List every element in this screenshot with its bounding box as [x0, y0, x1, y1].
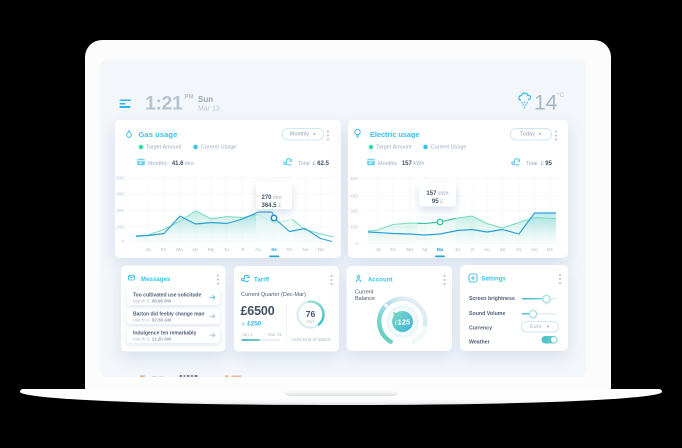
svg-text:No: No — [302, 247, 308, 253]
svg-text:Oc: Oc — [286, 247, 293, 253]
svg-text:200: 200 — [116, 225, 124, 231]
svg-text:Ap: Ap — [422, 247, 428, 253]
svg-text:My: My — [208, 247, 215, 253]
svg-text:days: days — [306, 319, 314, 324]
svg-text:300: 300 — [116, 208, 124, 214]
svg-text:Ap: Ap — [192, 247, 198, 253]
svg-text:Jl: Jl — [241, 247, 244, 253]
svg-text:£125: £125 — [395, 317, 410, 326]
svg-text:Oc: Oc — [516, 247, 523, 253]
svg-text:Fe: Fe — [390, 247, 396, 253]
svg-text:300: 300 — [350, 209, 358, 215]
svg-text:De: De — [318, 247, 324, 253]
svg-text:No: No — [531, 247, 537, 253]
svg-text:450: 450 — [350, 194, 358, 200]
svg-text:Se: Se — [500, 247, 506, 253]
svg-text:150: 150 — [350, 225, 358, 231]
svg-text:Ju: Ju — [455, 247, 460, 253]
svg-text:Fe: Fe — [161, 247, 167, 253]
svg-text:Ma: Ma — [176, 247, 183, 253]
svg-text:Ma: Ma — [437, 247, 444, 253]
svg-text:600: 600 — [350, 176, 358, 182]
svg-text:De: De — [547, 247, 553, 253]
svg-text:0: 0 — [121, 239, 124, 245]
svg-text:Au: Au — [255, 247, 261, 253]
svg-text:400: 400 — [116, 192, 124, 198]
svg-text:Ju: Ju — [224, 247, 229, 253]
svg-text:Ma: Ma — [406, 247, 413, 253]
svg-text:Au: Au — [484, 247, 490, 253]
svg-text:Se: Se — [271, 247, 277, 253]
svg-text:0: 0 — [355, 241, 358, 247]
svg-text:76: 76 — [306, 309, 316, 319]
svg-text:Ja: Ja — [375, 247, 380, 253]
svg-text:Jl: Jl — [470, 247, 473, 253]
svg-text:Ja: Ja — [145, 247, 150, 253]
svg-text:500: 500 — [116, 176, 124, 182]
